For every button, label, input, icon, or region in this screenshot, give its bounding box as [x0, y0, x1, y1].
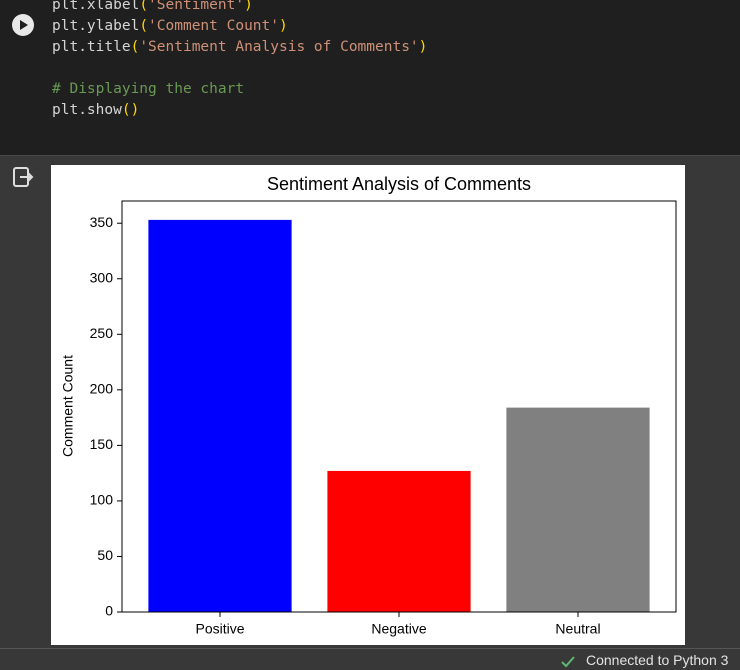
chart-image: Sentiment Analysis of Comments Comment C… — [51, 165, 685, 645]
y-tick-label: 200 — [90, 381, 114, 397]
y-tick-label: 150 — [90, 436, 114, 452]
x-tick-label: Neutral — [555, 621, 600, 637]
code-token: () — [121, 102, 140, 118]
x-tick-label: Positive — [195, 621, 244, 637]
run-button[interactable] — [11, 13, 35, 37]
code-line: # Displaying the chart — [52, 79, 427, 100]
code-line: plt.title('Sentiment Analysis of Comment… — [52, 37, 427, 58]
code-token: ( — [139, 18, 149, 34]
check-icon — [561, 656, 575, 668]
code-token: ) — [418, 39, 428, 55]
chart: Sentiment Analysis of Comments Comment C… — [60, 174, 677, 637]
y-tick-label: 0 — [105, 603, 113, 619]
status-bar: Connected to Python 3 — [0, 648, 740, 669]
code-token: # Displaying the chart — [52, 81, 245, 97]
y-tick-label: 300 — [90, 269, 114, 285]
axes-frame — [121, 200, 677, 613]
code-token: ( — [130, 39, 140, 55]
code-token: ) — [244, 0, 253, 13]
code-line — [52, 58, 427, 79]
code-token: 'Sentiment' — [148, 0, 245, 13]
code-token: plt.show — [52, 102, 122, 118]
status-text[interactable]: Connected to Python 3 — [586, 652, 729, 668]
code-token: 'Sentiment Analysis of Comments' — [139, 39, 419, 55]
y-tick-label: 50 — [97, 547, 113, 563]
code: plt.xlabel('Sentiment') plt.ylabel('Comme… — [52, 0, 427, 121]
bar — [148, 219, 292, 612]
code-token: 'Comment Count' — [148, 18, 279, 34]
code-line: plt.ylabel('Comment Count') — [52, 16, 427, 37]
y-tick-label: 100 — [90, 492, 114, 508]
code-token: ( — [139, 0, 149, 13]
code-token: plt.ylabel — [52, 18, 140, 34]
code-token: plt.xlabel — [52, 0, 140, 13]
y-tick-label: 250 — [90, 325, 114, 341]
bar — [506, 407, 650, 612]
code-line: plt.show() — [52, 100, 427, 121]
code-line: plt.xlabel('Sentiment') — [52, 0, 427, 16]
bar — [327, 470, 471, 612]
chart-title: Sentiment Analysis of Comments — [267, 174, 531, 194]
code-token: ) — [279, 18, 288, 34]
code-cell: plt.xlabel('Sentiment') plt.ylabel('Comme… — [0, 0, 740, 156]
y-tick-label: 350 — [90, 214, 114, 230]
output-icon[interactable] — [11, 165, 35, 189]
y-axis-label: Comment Count — [60, 355, 76, 457]
code-token: plt.title — [52, 39, 131, 55]
x-tick-label: Negative — [371, 621, 426, 637]
